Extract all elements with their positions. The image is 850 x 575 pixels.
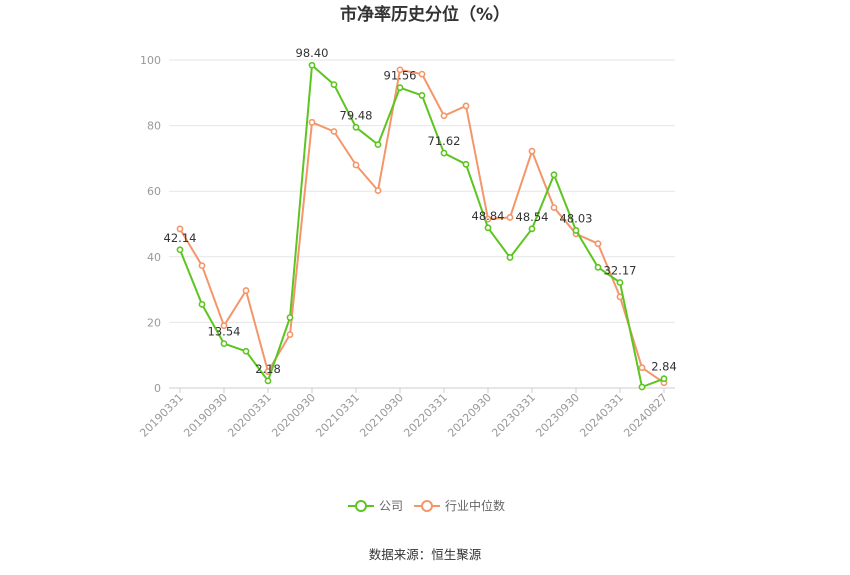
y-tick-label: 60 [147, 185, 161, 198]
data-point[interactable] [616, 279, 624, 286]
data-point[interactable] [484, 224, 492, 232]
data-point[interactable] [638, 383, 646, 391]
data-point[interactable] [220, 322, 228, 330]
data-point[interactable] [330, 81, 338, 88]
data-point[interactable] [352, 123, 360, 131]
data-label: 91.56 [384, 69, 417, 83]
data-label: 13.54 [208, 325, 241, 339]
data-point[interactable] [506, 254, 514, 261]
data-point[interactable] [418, 92, 426, 99]
data-point[interactable] [374, 187, 382, 194]
y-tick-label: 80 [147, 120, 161, 133]
data-point[interactable] [550, 171, 558, 179]
legend-item-1[interactable]: 行业中位数 [414, 498, 505, 513]
data-point[interactable] [286, 314, 294, 321]
data-point[interactable] [462, 102, 470, 110]
x-tick-label: 20240827 [621, 391, 670, 440]
data-label: 98.40 [296, 46, 329, 60]
data-point[interactable] [528, 147, 536, 155]
data-point[interactable] [242, 287, 250, 294]
legend[interactable]: 公司 行业中位数 [348, 498, 505, 513]
y-tick-label: 100 [140, 54, 161, 67]
data-point[interactable] [220, 340, 228, 347]
data-point[interactable] [308, 61, 316, 69]
data-point[interactable] [198, 300, 206, 308]
y-tick-label: 0 [154, 382, 161, 395]
data-point[interactable] [594, 263, 602, 271]
legend-label: 公司 [379, 499, 403, 513]
data-point[interactable] [550, 204, 558, 211]
x-tick-label: 20190331 [137, 391, 186, 440]
data-point[interactable] [594, 240, 602, 248]
legend-item-0[interactable]: 公司 [348, 499, 403, 513]
data-point[interactable] [264, 377, 272, 385]
data-point[interactable] [198, 262, 206, 270]
data-label: 2.84 [651, 360, 677, 374]
y-tick-label: 20 [147, 316, 161, 329]
data-label: 32.17 [604, 263, 637, 277]
y-tick-label: 40 [147, 251, 161, 264]
data-point[interactable] [506, 214, 514, 221]
x-tick-label: 20230331 [489, 391, 538, 440]
data-point[interactable] [176, 225, 184, 233]
data-point[interactable] [176, 246, 184, 254]
data-point[interactable] [330, 128, 338, 135]
x-tick-label: 20210930 [357, 391, 406, 440]
legend-marker [355, 500, 367, 512]
series-layer [176, 61, 668, 391]
data-label: 79.48 [340, 108, 373, 122]
x-tick-label: 20240331 [577, 391, 626, 440]
legend-label: 行业中位数 [445, 498, 505, 513]
data-point[interactable] [440, 112, 448, 120]
x-tick-label: 20210331 [313, 391, 362, 440]
data-label: 71.62 [428, 134, 461, 148]
x-tick-label: 20220331 [401, 391, 450, 440]
data-label: 48.54 [516, 210, 549, 224]
data-point[interactable] [308, 118, 316, 126]
data-point[interactable] [572, 227, 580, 234]
data-point[interactable] [374, 141, 382, 149]
data-point[interactable] [286, 331, 294, 338]
data-label: 42.14 [164, 231, 197, 245]
data-point[interactable] [462, 160, 470, 168]
grid [169, 59, 675, 323]
data-point[interactable] [440, 149, 448, 157]
legend-marker [421, 500, 433, 512]
x-tick-label: 20190930 [181, 391, 230, 440]
series-line-1 [179, 68, 665, 384]
axes: 0 20 40 60 80 100 2019033120190930202003312020… [137, 54, 675, 440]
data-label: 2.18 [255, 362, 281, 376]
x-tick-label: 20230930 [533, 391, 582, 440]
data-point[interactable] [352, 161, 360, 169]
chart-title: 市净率历史分位（%） [340, 4, 510, 25]
data-point[interactable] [396, 84, 404, 92]
data-point[interactable] [638, 364, 646, 372]
data-point[interactable] [396, 66, 404, 74]
series-line-0 [179, 64, 665, 388]
data-point[interactable] [242, 347, 250, 355]
data-point[interactable] [528, 225, 536, 233]
data-labels: 42.14 13.54 2.18 98.40 79.48 91.56 71.62 48.84 4… [164, 46, 677, 376]
x-tick-label: 20220930 [445, 391, 494, 440]
data-point[interactable] [660, 375, 668, 383]
data-label: 48.84 [472, 209, 505, 223]
source-note: 数据来源：恒生聚源 [369, 547, 482, 562]
x-tick-label: 20200930 [269, 391, 318, 440]
x-tick-label: 20200331 [225, 391, 274, 440]
data-label: 48.03 [560, 211, 593, 225]
data-point[interactable] [418, 70, 426, 78]
